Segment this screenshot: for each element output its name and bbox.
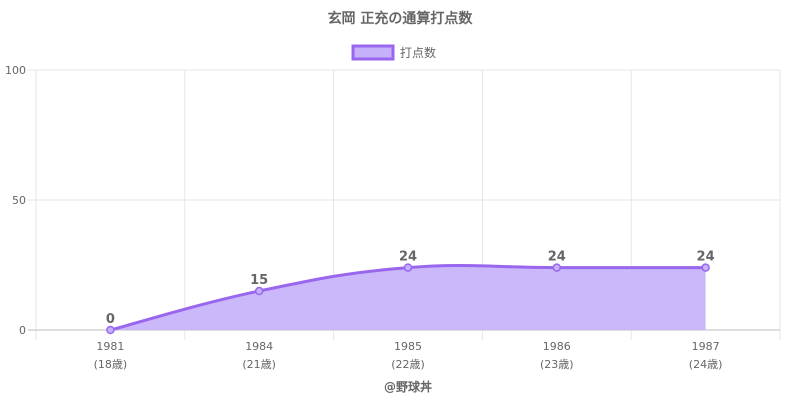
x-tick-label: 1981 xyxy=(96,340,124,353)
data-point xyxy=(106,325,115,335)
legend-swatch xyxy=(351,44,395,61)
legend[interactable]: 打点数 xyxy=(351,44,436,61)
x-axis-ticks: 1981 (18歳) 1984 (21歳) 1985 (22歳) 1986 (23歳) 1987… xyxy=(94,340,723,371)
credit-text: @野球丼 xyxy=(384,379,432,394)
legend-label: 打点数 xyxy=(400,45,436,60)
series-area xyxy=(110,265,706,330)
y-tick-label: 100 xyxy=(5,64,26,77)
data-point xyxy=(403,263,413,272)
chart-title: 玄岡 正充の通算打点数 xyxy=(328,10,474,27)
data-labels: 0 15 24 24 24 xyxy=(106,250,715,327)
x-tick-sublabel: (23歳) xyxy=(540,358,574,371)
data-label: 15 xyxy=(250,273,268,288)
x-tick-sublabel: (18歳) xyxy=(94,358,128,371)
x-tick-sublabel: (24歳) xyxy=(689,358,723,371)
data-label: 24 xyxy=(697,250,715,265)
x-tick-label: 1985 xyxy=(394,340,422,353)
y-tick-label: 50 xyxy=(12,194,26,207)
x-tick-sublabel: (22歳) xyxy=(391,358,425,371)
data-label: 0 xyxy=(106,312,115,327)
data-point xyxy=(552,263,562,272)
data-label: 24 xyxy=(399,250,417,265)
data-points xyxy=(106,263,710,335)
x-tick-label: 1987 xyxy=(692,340,720,353)
x-tick-label: 1984 xyxy=(245,340,273,353)
x-tick-sublabel: (21歳) xyxy=(242,358,276,371)
data-label: 24 xyxy=(548,250,566,265)
y-tick-label: 0 xyxy=(19,324,26,337)
x-tick-label: 1986 xyxy=(543,340,571,353)
data-point xyxy=(254,286,264,296)
data-point xyxy=(701,263,710,272)
y-axis-ticks: 0 50 100 xyxy=(5,64,26,337)
